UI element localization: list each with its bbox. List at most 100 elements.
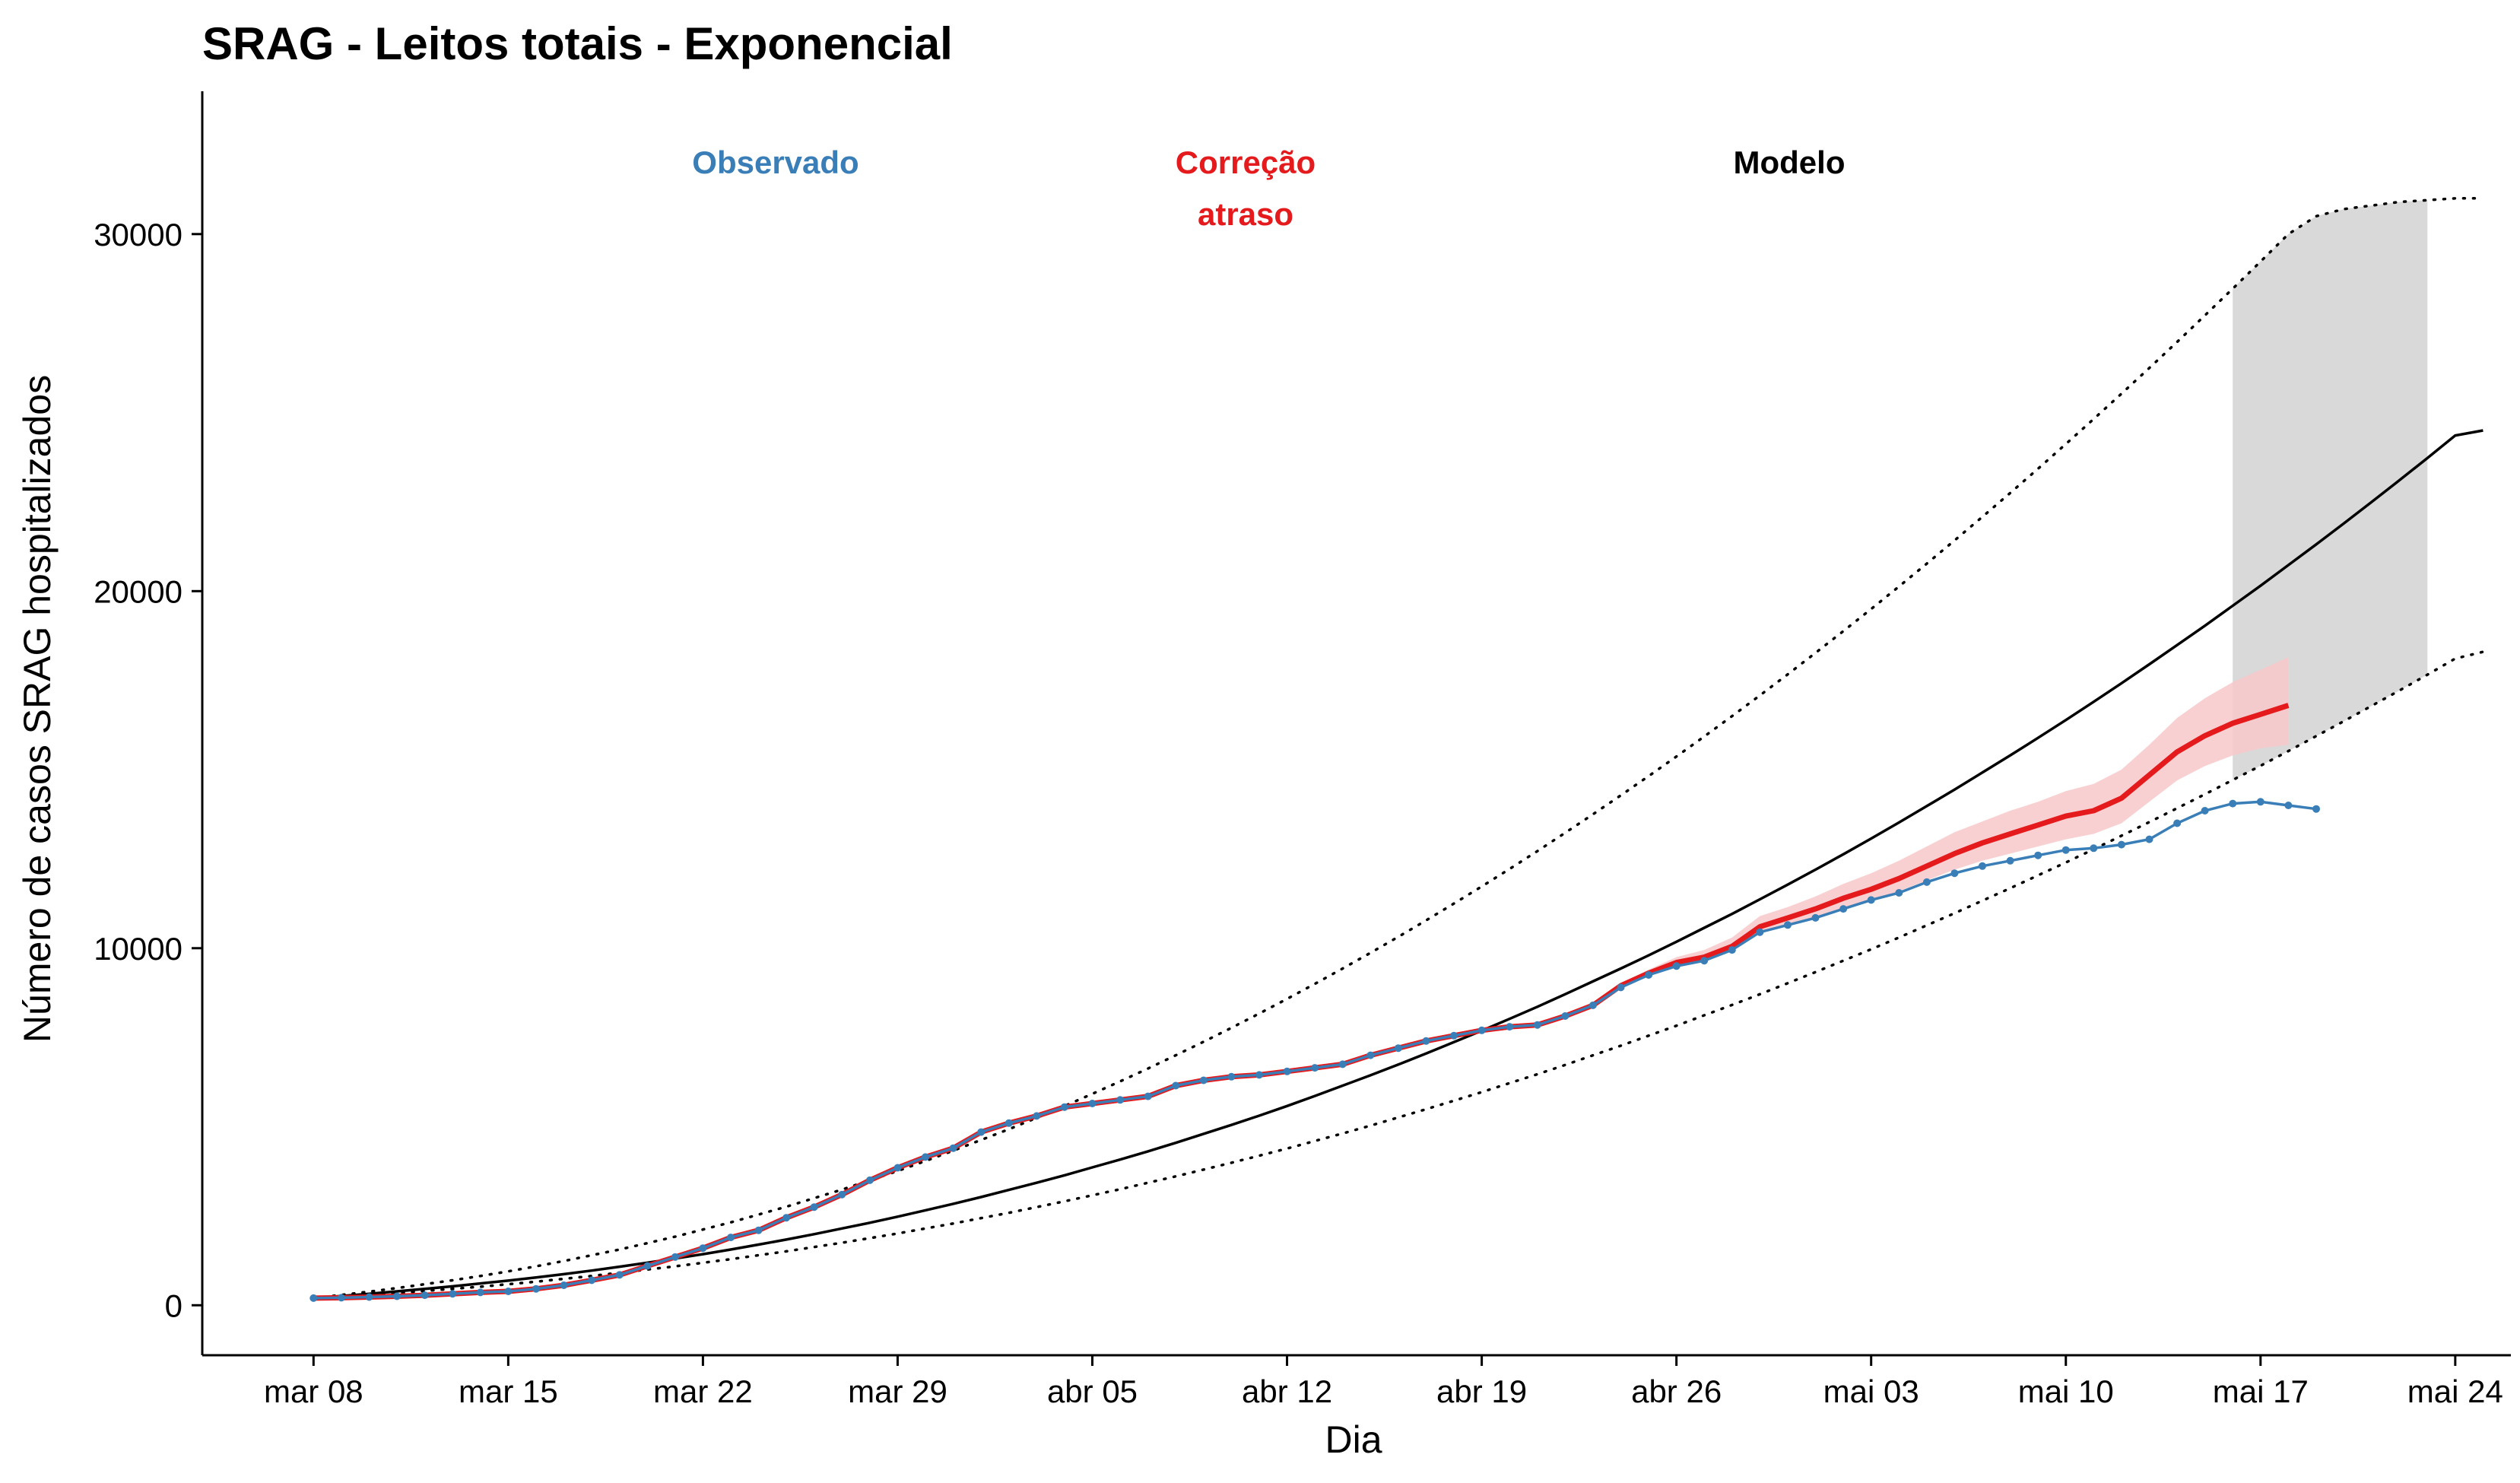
observed-point xyxy=(1728,946,1736,954)
x-ticks: mar 08 mar 15 mar 22 mar 29 abr 05 abr 12 abr … xyxy=(264,1355,2503,1409)
observed-point xyxy=(727,1234,735,1242)
x-tick-label: mar 15 xyxy=(459,1373,558,1409)
observed-point xyxy=(1144,1092,1152,1100)
observed-point xyxy=(1338,1060,1347,1069)
observed-point xyxy=(1756,928,1764,936)
observed-point xyxy=(1950,869,1959,878)
observed-point xyxy=(922,1153,929,1161)
observed-point xyxy=(2256,798,2265,806)
observed-point xyxy=(1366,1051,1375,1059)
y-tick-label: 20000 xyxy=(94,573,182,609)
legend-label-line: Observado xyxy=(692,144,859,180)
observed-point xyxy=(2229,799,2237,808)
observed-point xyxy=(449,1290,457,1298)
bands-layer xyxy=(313,200,2428,1298)
x-tick-label: mai 10 xyxy=(2018,1373,2114,1409)
observed-point xyxy=(2173,819,2182,827)
model-upper-line xyxy=(312,197,2485,1300)
chart-title: SRAG - Leitos totais - Exponencial xyxy=(202,18,953,69)
observed-point xyxy=(1811,913,1820,922)
axes: 0 10000 20000 30000 mar 08 mar 15 mar 22 mar 2… xyxy=(94,91,2511,1409)
x-tick-label: mai 17 xyxy=(2213,1373,2309,1409)
observed-point xyxy=(2284,802,2293,809)
observed-line xyxy=(313,800,2317,1300)
legend-entry-correcao: Correção atraso xyxy=(1176,144,1316,232)
observed-point xyxy=(393,1292,401,1300)
observed-point xyxy=(1088,1100,1097,1107)
legend-label-line: atraso xyxy=(1198,196,1293,232)
observed-point xyxy=(1784,921,1792,929)
observed-point xyxy=(1895,889,1903,897)
observed-point xyxy=(560,1281,568,1289)
legend-label-line: Modelo xyxy=(1734,144,1846,180)
observed-point xyxy=(838,1190,846,1199)
observed-point xyxy=(2090,844,2098,853)
correction-line xyxy=(313,703,2290,1301)
y-axis-title: Número de casos SRAG hospitalizados xyxy=(16,375,59,1043)
x-axis-title: Dia xyxy=(1325,1418,1382,1461)
observed-point xyxy=(893,1164,902,1172)
legend-label-line: Correção xyxy=(1176,144,1316,180)
observed-point xyxy=(1005,1119,1013,1127)
observed-point xyxy=(1311,1064,1319,1072)
observed-point xyxy=(1033,1112,1041,1120)
x-tick-label: abr 19 xyxy=(1436,1373,1527,1409)
observed-point xyxy=(615,1271,624,1279)
observed-layer xyxy=(309,798,2320,1302)
observed-point xyxy=(782,1214,791,1222)
projection-band xyxy=(2233,200,2428,780)
observed-point xyxy=(1672,962,1681,970)
observed-point xyxy=(2201,807,2209,815)
model-line xyxy=(313,429,2484,1300)
y-tick-label: 30000 xyxy=(94,217,182,252)
x-tick-label: mar 22 xyxy=(653,1373,753,1409)
observed-point xyxy=(1060,1103,1068,1111)
observed-point xyxy=(476,1288,484,1297)
legend-entry-observado: Observado xyxy=(692,144,859,180)
observed-point xyxy=(532,1285,540,1293)
observed-point xyxy=(1588,1001,1597,1009)
x-tick-label: mar 29 xyxy=(848,1373,947,1409)
observed-point xyxy=(2117,840,2125,849)
y-ticks: 0 10000 20000 30000 xyxy=(94,217,202,1323)
observed-point xyxy=(337,1294,345,1302)
observed-point xyxy=(1227,1072,1236,1081)
observed-point xyxy=(2061,846,2070,854)
observed-point xyxy=(1283,1067,1291,1075)
correction-layer xyxy=(313,703,2290,1301)
observed-point xyxy=(1617,983,1625,992)
observed-point xyxy=(1394,1044,1402,1053)
observed-point xyxy=(504,1288,513,1295)
observed-point xyxy=(1477,1026,1486,1034)
observed-point xyxy=(1561,1012,1569,1020)
observed-point xyxy=(977,1128,985,1136)
observed-point xyxy=(2034,851,2042,859)
observed-point xyxy=(1922,878,1931,886)
x-tick-label: mai 03 xyxy=(1823,1373,1919,1409)
observed-point xyxy=(1645,971,1653,979)
observed-point xyxy=(754,1226,763,1234)
x-tick-label: mar 08 xyxy=(264,1373,363,1409)
observed-point xyxy=(1867,896,1875,904)
observed-point xyxy=(2006,856,2014,865)
model-lower-line xyxy=(312,650,2485,1300)
y-tick-label: 10000 xyxy=(94,931,182,967)
observed-point xyxy=(810,1203,818,1211)
observed-point xyxy=(643,1262,652,1270)
observed-point xyxy=(1116,1096,1125,1104)
observed-point xyxy=(588,1276,596,1285)
observed-point xyxy=(2312,805,2320,813)
observed-point xyxy=(2145,835,2153,843)
observed-point xyxy=(1199,1076,1208,1084)
observed-point xyxy=(699,1244,707,1253)
x-tick-label: abr 26 xyxy=(1631,1373,1722,1409)
observed-point xyxy=(865,1176,874,1184)
observed-point xyxy=(671,1253,679,1261)
observed-point xyxy=(1506,1023,1514,1031)
observed-point xyxy=(1255,1071,1263,1079)
observed-point xyxy=(1979,862,1986,870)
observed-point xyxy=(1533,1021,1541,1029)
observed-point xyxy=(949,1144,957,1152)
x-tick-label: mai 24 xyxy=(2407,1373,2503,1409)
